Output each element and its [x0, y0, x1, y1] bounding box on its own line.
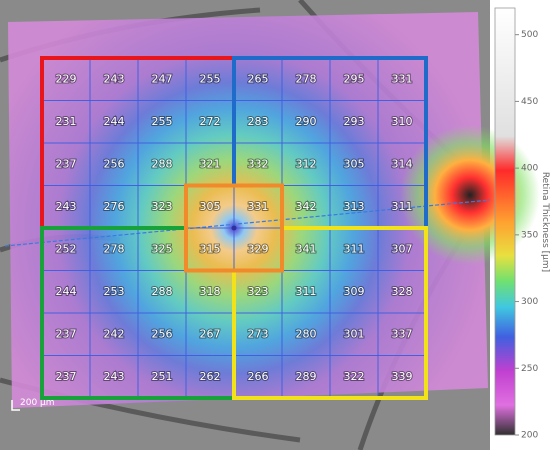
cell-value: 262 — [200, 370, 221, 383]
cell-value: 339 — [392, 370, 413, 383]
colorbar-tick-label: 450 — [521, 97, 538, 107]
colorbar-label: Retina Thickness [µm] — [540, 172, 550, 272]
scan-line — [4, 199, 491, 247]
cell-value: 311 — [392, 200, 413, 213]
cell-value: 331 — [248, 200, 269, 213]
cell-value: 329 — [248, 242, 269, 255]
cell-value: 337 — [392, 327, 413, 340]
cell-value: 313 — [344, 200, 365, 213]
cell-value: 237 — [56, 327, 77, 340]
scale-bar-label: 200 µm — [20, 398, 55, 408]
colorbar-axis: 500 450 400 350 300 250 200 — [515, 30, 538, 441]
cell-value: 265 — [248, 72, 269, 85]
cell-value: 325 — [152, 242, 173, 255]
cell-value: 252 — [56, 242, 77, 255]
cell-value: 295 — [344, 72, 365, 85]
colorbar-tick-label: 300 — [521, 297, 538, 307]
cell-value: 314 — [392, 157, 413, 170]
colorbar-tick-label: 400 — [521, 164, 538, 174]
optic-disc — [400, 125, 540, 265]
cell-value: 307 — [392, 242, 413, 255]
cell-value: 237 — [56, 157, 77, 170]
cell-value: 283 — [248, 115, 269, 128]
cell-value: 237 — [56, 370, 77, 383]
cell-value: 231 — [56, 115, 77, 128]
cell-value: 255 — [152, 115, 173, 128]
colorbar — [494, 7, 516, 436]
colorbar-tick-label: 250 — [521, 364, 538, 374]
cell-value: 256 — [152, 327, 173, 340]
cell-value: 318 — [200, 285, 221, 298]
cell-value: 278 — [296, 72, 317, 85]
cell-value: 323 — [152, 200, 173, 213]
colorbar-tick-label: 500 — [521, 30, 538, 40]
cell-value: 315 — [200, 242, 221, 255]
fovea-center — [231, 225, 237, 231]
cell-value: 288 — [152, 285, 173, 298]
cell-value: 342 — [296, 200, 317, 213]
cell-value: 311 — [344, 242, 365, 255]
cell-value: 322 — [344, 370, 365, 383]
cell-value: 331 — [392, 72, 413, 85]
cell-value: 328 — [392, 285, 413, 298]
cell-value: 332 — [248, 157, 269, 170]
cell-value: 341 — [296, 242, 317, 255]
cell-value: 288 — [152, 157, 173, 170]
cell-value: 290 — [296, 115, 317, 128]
scale-bar — [11, 400, 20, 411]
cell-value: 243 — [56, 200, 77, 213]
cell-value: 243 — [104, 72, 125, 85]
cell-value: 289 — [296, 370, 317, 383]
cell-value: 311 — [296, 285, 317, 298]
cell-value: 229 — [56, 72, 77, 85]
cell-value: 256 — [104, 157, 125, 170]
cell-value: 273 — [248, 327, 269, 340]
cell-value: 247 — [152, 72, 173, 85]
cell-value: 305 — [200, 200, 221, 213]
cell-value: 312 — [296, 157, 317, 170]
cell-value: 305 — [344, 157, 365, 170]
cell-value: 280 — [296, 327, 317, 340]
colorbar-tick-label: 350 — [521, 230, 538, 240]
cell-value: 323 — [248, 285, 269, 298]
cell-value: 255 — [200, 72, 221, 85]
cell-value: 244 — [104, 115, 125, 128]
cell-value: 293 — [344, 115, 365, 128]
cell-value: 244 — [56, 285, 77, 298]
cell-value: 310 — [392, 115, 413, 128]
thickness-overlay — [8, 12, 488, 408]
grid: 229 243 247 255 231 244 255 272 237 256 288 321 243 2… — [40, 56, 428, 400]
cell-value: 266 — [248, 370, 269, 383]
colorbar-tick-label: 200 — [521, 431, 538, 441]
cell-value: 309 — [344, 285, 365, 298]
cell-value: 276 — [104, 200, 125, 213]
cell-value: 251 — [152, 370, 173, 383]
cell-value: 321 — [200, 157, 221, 170]
cell-value: 243 — [104, 370, 125, 383]
cell-value: 267 — [200, 327, 221, 340]
cell-value: 301 — [344, 327, 365, 340]
cell-value: 242 — [104, 327, 125, 340]
cell-value: 278 — [104, 242, 125, 255]
cell-value: 253 — [104, 285, 125, 298]
cell-value: 272 — [200, 115, 221, 128]
